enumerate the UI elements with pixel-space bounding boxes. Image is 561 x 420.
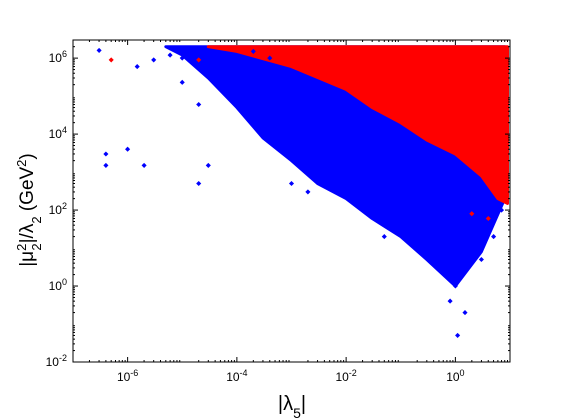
data-point-s0-59 (498, 207, 505, 213)
data-point-s1-13 (485, 215, 491, 222)
x-tick-label-1: 10-4 (226, 368, 247, 384)
data-point-s0-14 (234, 101, 240, 108)
data-point-s0-52 (288, 180, 295, 187)
y-axis-label: |μ22|/λ2 (GeV2) (14, 153, 44, 267)
x-axis-label: |λ5| (278, 393, 306, 420)
data-point-s1-0 (108, 57, 114, 63)
data-point-s0-53 (305, 189, 311, 195)
axis-ticks: 10-6 10-4 10-2 100 10-2 100 102 104 106 (46, 39, 510, 384)
data-point-s1-8 (452, 131, 458, 137)
data-point-s0-8 (179, 79, 185, 85)
plot-area-frame (72, 39, 511, 363)
x-tick-label-2: 10-2 (335, 368, 356, 384)
y-tick-label-1: 100 (49, 277, 67, 293)
data-point-s0-44 (338, 135, 344, 141)
data-point-s0-12 (217, 70, 223, 76)
data-point-s0-30 (381, 211, 387, 217)
data-point-s0-54 (381, 234, 387, 240)
data-point-s0-43 (315, 120, 321, 126)
data-point-s0-22 (288, 151, 295, 157)
y-tick-label-2: 102 (49, 201, 67, 217)
y-tick-label-4: 106 (49, 49, 67, 65)
data-point-s0-9 (196, 101, 202, 108)
data-point-s0-6 (151, 57, 157, 63)
data-point-s0-57 (478, 256, 484, 263)
data-point-s0-42 (283, 82, 289, 88)
data-point-s0-35 (436, 218, 442, 225)
data-point-s1-12 (469, 211, 475, 217)
data-point-s0-23 (305, 142, 311, 149)
data-point-s0-58 (491, 234, 497, 240)
y-tick-label-3: 104 (49, 125, 67, 141)
data-point-s0-1 (103, 151, 109, 157)
data-point-s0-3 (125, 146, 131, 152)
data-point-s0-4 (141, 162, 147, 168)
data-point-s0-7 (167, 52, 173, 58)
data-point-s0-55 (455, 332, 461, 338)
data-point-s1-5 (360, 70, 366, 76)
data-point-s1-9 (478, 151, 484, 157)
data-point-s0-39 (462, 310, 468, 316)
density-regions (164, 45, 509, 288)
x-tick-label-3: 100 (446, 368, 464, 384)
density-region-1 (206, 45, 509, 205)
data-point-s0-0 (96, 47, 102, 53)
data-point-s0-16 (250, 82, 256, 88)
data-point-s0-5 (134, 64, 140, 70)
y-tick-label-0: 10-2 (46, 353, 67, 369)
data-point-s0-56 (447, 298, 453, 304)
data-point-s0-49 (469, 215, 475, 222)
x-tick-label-0: 10-6 (117, 368, 138, 384)
data-point-s0-36 (436, 265, 442, 271)
data-point-s0-51 (196, 180, 202, 187)
data-point-s0-2 (103, 162, 109, 168)
data-point-s0-34 (424, 245, 430, 251)
data-point-s0-18 (260, 131, 266, 137)
data-point-s0-50 (205, 162, 211, 168)
data-point-s0-38 (452, 283, 458, 289)
data-point-s0-10 (179, 55, 185, 61)
data-point-s1-4 (327, 64, 333, 70)
data-point-s0-15 (234, 93, 240, 99)
